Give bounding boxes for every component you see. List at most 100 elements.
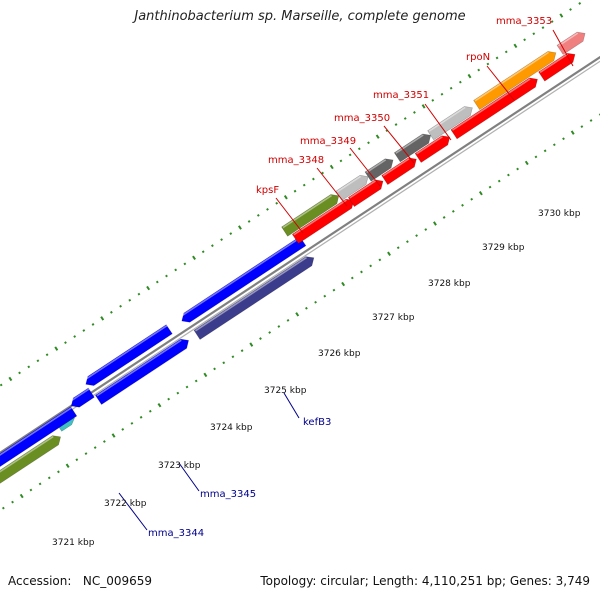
inner-tick-25: [203, 372, 208, 378]
outer-tick-23: [128, 298, 132, 302]
outer-tick-17: [73, 335, 77, 338]
accession-label: Accession:: [8, 574, 72, 588]
inner-tick-60: [524, 160, 529, 166]
outer-tick-54: [413, 111, 416, 114]
inner-tick-22: [176, 391, 180, 395]
inner-tick-49: [424, 228, 428, 231]
outer-tick-59: [458, 80, 462, 84]
gene-orange: [473, 51, 557, 111]
outer-tick-15: [54, 346, 59, 351]
inner-tick-58: [507, 173, 510, 177]
outer-tick-29: [183, 262, 187, 266]
callout-line-mma_3351: [424, 103, 452, 141]
inner-tick-18: [139, 415, 143, 419]
gene-label-mma_3345: mma_3345: [200, 489, 256, 500]
outer-tick-19: [91, 323, 95, 326]
outer-tick-16: [64, 341, 67, 344]
outer-tick-42: [302, 183, 306, 187]
inner-tick-59: [516, 167, 519, 171]
inner-tick-41: [350, 276, 354, 280]
gene-navy: [193, 256, 315, 340]
scale-label-8: 3729 kbp: [482, 243, 525, 253]
inner-tick-33: [277, 325, 281, 328]
topology-value: circular: [320, 574, 365, 588]
outer-tick-21: [110, 310, 113, 314]
inner-tick-21: [167, 397, 171, 401]
gene-red-3: [381, 157, 417, 186]
callout-line-kpsF: [275, 197, 304, 234]
outer-tick-38: [266, 207, 269, 211]
outer-tick-69: [550, 20, 554, 23]
outer-tick-22: [119, 304, 122, 308]
gene-blue-1: [0, 406, 78, 467]
outer-tick-63: [495, 56, 499, 60]
inner-tick-54: [470, 197, 474, 201]
inner-tick-13: [93, 446, 97, 449]
inner-tick-42: [360, 270, 363, 274]
outer-tick-26: [155, 280, 159, 284]
inner-tick-30: [249, 342, 254, 347]
inner-tick-12: [84, 452, 88, 456]
callout-line-mma_3353: [552, 29, 574, 67]
inner-tick-44: [378, 258, 382, 262]
gene-red-4: [414, 135, 451, 163]
outer-tick-28: [174, 268, 178, 272]
outer-tick-45: [329, 164, 334, 170]
gene-red-6-bevel: [539, 53, 569, 73]
gene-red-1-bevel: [293, 199, 347, 236]
inner-tick-5: [19, 493, 24, 499]
inner-tick-ring: [1, 113, 600, 510]
inner-tick-4: [11, 500, 14, 504]
gene-red-6: [538, 52, 576, 82]
gene-pink-bevel: [558, 32, 579, 47]
length-value: 4,110,251 bp: [421, 574, 502, 588]
outer-tick-47: [348, 153, 352, 157]
inner-tick-10: [65, 463, 70, 468]
gene-blue-4: [85, 324, 173, 386]
genome-summary: Topology: circular; Length: 4,110,251 bp…: [260, 574, 590, 588]
gene-blue-5-bevel: [179, 236, 301, 318]
inner-tick-19: [148, 409, 152, 413]
scale-labels: 3721 kbp 3722 kbp 3723 kbp 3724 kbp 3725 kbp…: [52, 209, 581, 548]
inner-tick-66: [580, 125, 584, 128]
outer-tick-36: [247, 220, 251, 223]
inner-tick-53: [461, 203, 464, 207]
inner-tick-16: [121, 428, 125, 431]
outer-tick-37: [256, 214, 260, 217]
outer-tick-33: [220, 238, 223, 242]
gene-dgray-2: [393, 133, 432, 163]
outer-tick-27: [165, 274, 168, 278]
outer-tick-35: [238, 225, 242, 230]
scale-label-3: 3724 kbp: [210, 423, 253, 433]
outer-tick-48: [357, 147, 361, 151]
callout-line-rpoN: [486, 65, 515, 101]
topology-label: Topology:: [260, 574, 317, 588]
inner-tick-43: [369, 264, 373, 268]
inner-tick-24: [194, 379, 198, 383]
inner-tick-62: [543, 149, 547, 153]
scale-label-4: 3725 kbp: [264, 386, 307, 396]
outer-tick-66: [523, 38, 527, 42]
gene-red-4-bevel: [416, 136, 443, 155]
inner-tick-51: [442, 216, 446, 219]
inner-tick-7: [38, 482, 42, 486]
gene-dgray-1-bevel: [366, 159, 387, 174]
inner-tick-23: [185, 385, 189, 389]
scale-label-6: 3727 kbp: [372, 313, 415, 323]
inner-tick-11: [75, 458, 79, 462]
outer-tick-65: [513, 43, 518, 49]
gene-navy-bevel: [195, 256, 307, 332]
gene-label-mma_3349: mma_3349: [300, 136, 356, 147]
inner-tick-50: [433, 221, 437, 226]
inner-tick-36: [305, 306, 308, 310]
gene-dgray-2-bevel: [395, 134, 424, 154]
outer-tick-60: [467, 73, 472, 79]
inner-tick-46: [396, 246, 400, 250]
gene-olive-left-bevel: [0, 435, 54, 473]
outer-tick-68: [541, 26, 545, 30]
outer-tick-10: [8, 376, 13, 382]
inner-tick-34: [286, 319, 290, 322]
gene-callouts: mma_3353 rpoN mma_3351 mma_3350 mma_3349 mma_…: [118, 16, 574, 539]
inner-tick-57: [497, 179, 501, 183]
inner-tick-56: [488, 185, 492, 189]
